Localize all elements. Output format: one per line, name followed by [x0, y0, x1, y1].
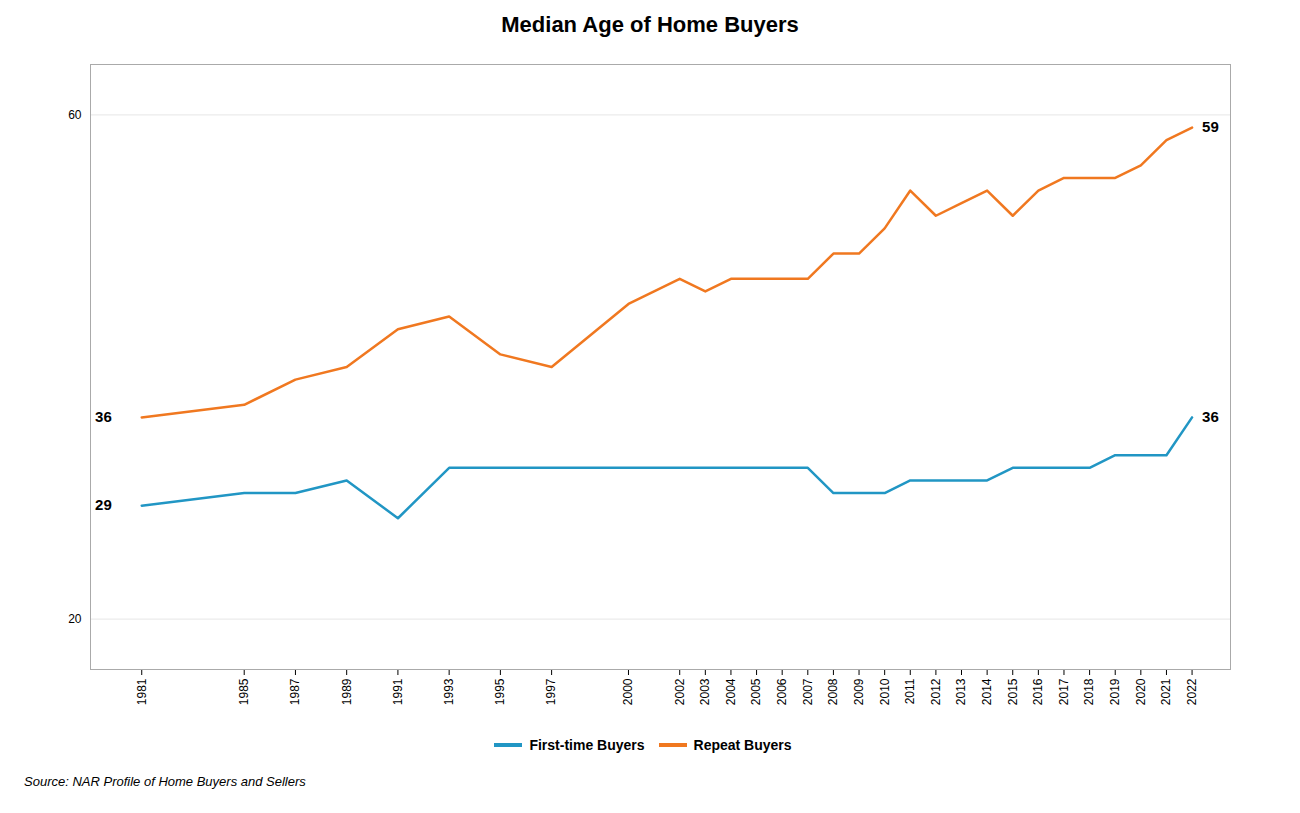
svg-text:2017: 2017: [1057, 678, 1071, 705]
svg-text:36: 36: [95, 408, 112, 425]
svg-text:2021: 2021: [1159, 678, 1173, 705]
svg-text:2004: 2004: [724, 678, 738, 705]
svg-text:1995: 1995: [493, 678, 507, 705]
svg-text:1991: 1991: [391, 678, 405, 705]
svg-text:1989: 1989: [340, 678, 354, 705]
svg-text:2022: 2022: [1185, 678, 1199, 705]
svg-text:29: 29: [95, 496, 112, 513]
svg-text:2000: 2000: [621, 678, 635, 705]
svg-text:2005: 2005: [749, 678, 763, 705]
svg-text:2019: 2019: [1108, 678, 1122, 705]
svg-text:20: 20: [68, 612, 82, 626]
svg-text:2006: 2006: [775, 678, 789, 705]
html-text:First-time Buyers: First-time Buyers: [529, 736, 645, 753]
svg-text:2015: 2015: [1006, 678, 1020, 705]
svg-text:2016: 2016: [1031, 678, 1045, 705]
svg-text:60: 60: [68, 108, 82, 122]
svg-text:2011: 2011: [903, 678, 917, 704]
svg-text:2013: 2013: [954, 678, 968, 705]
svg-text:59: 59: [1202, 118, 1219, 135]
svg-text:2007: 2007: [801, 678, 815, 705]
svg-text:2002: 2002: [673, 678, 687, 705]
svg-text:2014: 2014: [980, 678, 994, 705]
svg-text:1997: 1997: [544, 678, 558, 705]
html-text:Median Age of Home Buyers: Median Age of Home Buyers: [501, 12, 799, 37]
svg-text:1981: 1981: [135, 678, 149, 705]
html-text:Repeat Buyers: Repeat Buyers: [693, 736, 792, 753]
svg-text:1987: 1987: [288, 678, 302, 705]
svg-text:2008: 2008: [826, 678, 840, 705]
svg-text:2009: 2009: [852, 678, 866, 705]
svg-text:36: 36: [1202, 408, 1219, 425]
svg-text:2018: 2018: [1082, 678, 1096, 705]
svg-text:2020: 2020: [1134, 678, 1148, 705]
svg-text:2012: 2012: [929, 678, 943, 705]
svg-text:2003: 2003: [698, 678, 712, 705]
svg-text:2010: 2010: [877, 678, 891, 705]
svg-text:1993: 1993: [442, 678, 456, 705]
svg-text:1985: 1985: [237, 678, 251, 705]
html-text:Source: NAR Profile of Home Bu: Source: NAR Profile of Home Buyers and S…: [24, 774, 306, 789]
